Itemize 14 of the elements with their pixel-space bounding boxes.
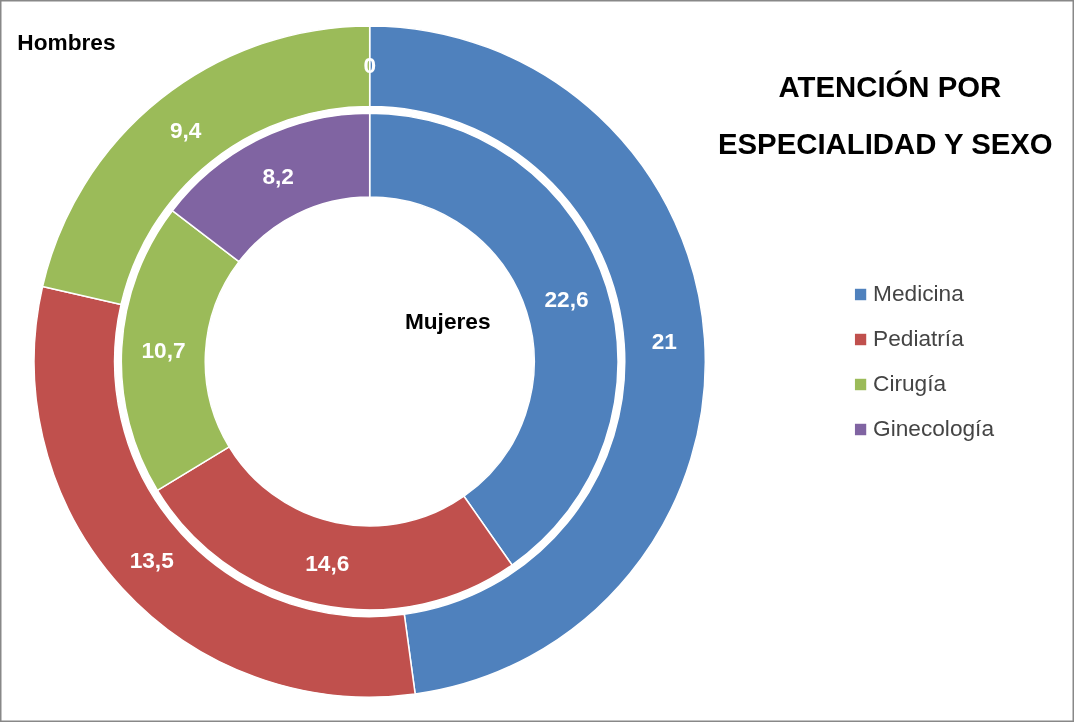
text: ATENCIÓN POR ESPECIALIDAD Y SEXO: [717, 69, 1053, 160]
data-label: 13,5: [129, 547, 174, 574]
slice-label: Mujeres: [404, 308, 491, 335]
data-label: 14,6: [305, 550, 350, 577]
legend-label: Pediatría: [873, 325, 964, 352]
legend-label: Cirugía: [873, 370, 947, 397]
slice-label: Hombres: [17, 29, 116, 56]
data-label: 9,4: [169, 116, 202, 143]
data-label: 8,2: [262, 162, 294, 189]
legend-label: Ginecología: [873, 415, 994, 442]
data-label: 22,6: [544, 285, 589, 312]
data-label: 21: [651, 327, 677, 354]
data-label: 10,7: [141, 337, 186, 364]
legend-label: Medicina: [873, 280, 964, 307]
